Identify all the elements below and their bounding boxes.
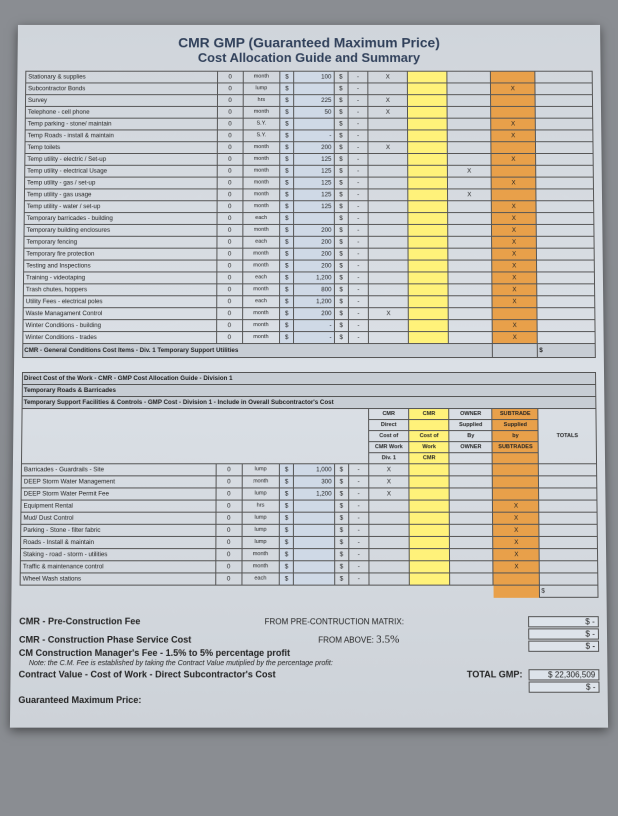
handwritten-pct: 3.5% xyxy=(376,633,399,645)
table-row: Stationary & supplies0month$100$-X xyxy=(26,71,593,83)
section2-head1: Direct Cost of the Work - CMR - GMP Cost… xyxy=(22,372,595,384)
gmp-total: $ - xyxy=(529,681,600,692)
table-row: Barricades - Guardrails - Site0lump$1,00… xyxy=(21,464,596,476)
table-row: Traffic & maintenance control0month$$-X xyxy=(20,561,597,573)
table-row: Equipment Rental0hrs$$-X xyxy=(21,500,597,512)
table-row: Winter Conditions - trades0month$-$-X xyxy=(23,332,595,344)
precon-fee-label: CMR - Pre-Construction Fee xyxy=(19,616,140,626)
bottom-summary: CMR - Pre-Construction Fee FROM PRE-CONT… xyxy=(18,616,599,705)
phase-cost-total: $ - xyxy=(528,628,599,639)
section2-total-row: $ xyxy=(20,585,598,597)
table-row: Temp utility - gas / set-up0month$125$-X xyxy=(25,177,594,189)
table-row: Temp parking - stone/ maintain0S.Y.$$-X xyxy=(25,118,593,130)
table-row: Temporary fencing0each$200$-X xyxy=(24,236,594,248)
section1-total-cell: $ xyxy=(538,344,596,358)
table-row: Mud/ Dust Control0lump$$-X xyxy=(21,512,597,524)
title-line-1: CMR GMP (Guaranteed Maximum Price) xyxy=(26,35,593,51)
table-row: Testing and Inspections0month$200$-X xyxy=(24,260,595,272)
table-row: Temp Roads - install & maintain0S.Y.$-$-… xyxy=(25,130,593,142)
phase-cost-label: CMR - Construction Phase Service Cost xyxy=(19,634,191,644)
table-row: Temp utility - electrical Usage0month$12… xyxy=(25,165,594,177)
document-paper: CMR GMP (Guaranteed Maximum Price) Cost … xyxy=(10,25,608,728)
table-row: Temp utility - water / set-up0month$125$… xyxy=(24,201,593,213)
table-row: Temp toilets0month$200$-X xyxy=(25,142,593,154)
section1-summary-label: CMR - General Conditions Cost Items - Di… xyxy=(23,344,492,358)
table-row: Telephone - cell phone0month$50$-X xyxy=(25,106,592,118)
precon-fee-source: FROM PRE-CONTRUCTION MATRIX: xyxy=(140,617,528,626)
table-row: Parking - Stone - filter fabric0lump$$-X xyxy=(21,524,598,536)
section1-summary-row: CMR - General Conditions Cost Items - Di… xyxy=(23,344,596,358)
table-row: Temporary building enclosures0month$200$… xyxy=(24,224,594,236)
table-row: Wheel Wash stations0each$$- xyxy=(20,573,598,585)
table-row: Winter Conditions - building0month$-$-X xyxy=(23,320,595,332)
section2-head2: Temporary Roads & Barricades xyxy=(22,384,596,396)
table-row: Temp utility - gas usage0month$125$-X xyxy=(24,189,593,201)
fee-pct-total: $ - xyxy=(528,641,599,652)
title-line-2: Cost Allocation Guide and Summary xyxy=(25,50,592,65)
cm-fee-label: CM Construction Manager's Fee - 1.5% to … xyxy=(19,648,290,658)
table-row: DEEP Storm Water Permit Fee0lump$1,200$-… xyxy=(21,488,597,500)
table-row: DEEP Storm Water Management0month$300$-X xyxy=(21,476,597,488)
table-row: Trash chutes, hoppers0month$800$-X xyxy=(23,284,594,296)
contract-value-total: $ 22,306,509 xyxy=(529,669,600,680)
table-row: Utility Fees - electrical poles0each$1,2… xyxy=(23,296,595,308)
title-block: CMR GMP (Guaranteed Maximum Price) Cost … xyxy=(25,35,592,65)
table-row: Waste Managament Control0month$200$-X xyxy=(23,308,595,320)
section2-col-header: CMR CMR OWNER SUBTRADE TOTALS xyxy=(22,409,596,420)
total-gmp-label: TOTAL GMP: xyxy=(276,669,529,679)
table-row: Staking - road - storm - utilities0month… xyxy=(20,549,597,561)
contract-value-label: Contract Value - Cost of Work - Direct S… xyxy=(19,669,276,679)
table-row: Subcontractor Bonds0lump$$-X xyxy=(26,83,593,95)
precon-fee-total: $ - xyxy=(528,616,599,627)
table-row: Temp utility - electric / Set-up0month$1… xyxy=(25,153,593,165)
phase-cost-source: FROM ABOVE: xyxy=(318,636,374,645)
table-row: Roads - Install & maintain0lump$$-X xyxy=(21,536,598,548)
section1-table: Stationary & supplies0month$100$-XSubcon… xyxy=(22,71,596,358)
cm-fee-note: Note: the C.M. Fee is established by tak… xyxy=(29,660,599,667)
table-row: Survey0hrs$225$-X xyxy=(25,95,592,107)
section2-table: Direct Cost of the Work - CMR - GMP Cost… xyxy=(19,372,598,598)
table-row: Temporary barricades - building0each$$-X xyxy=(24,213,594,225)
gmp-label: Guaranteed Maximum Price: xyxy=(18,695,141,705)
table-row: Temporary fire protection0month$200$-X xyxy=(24,248,595,260)
table-row: Training - videotaping0each$1,200$-X xyxy=(23,272,594,284)
section2-head3: Temporary Support Facilities & Controls … xyxy=(22,397,596,409)
